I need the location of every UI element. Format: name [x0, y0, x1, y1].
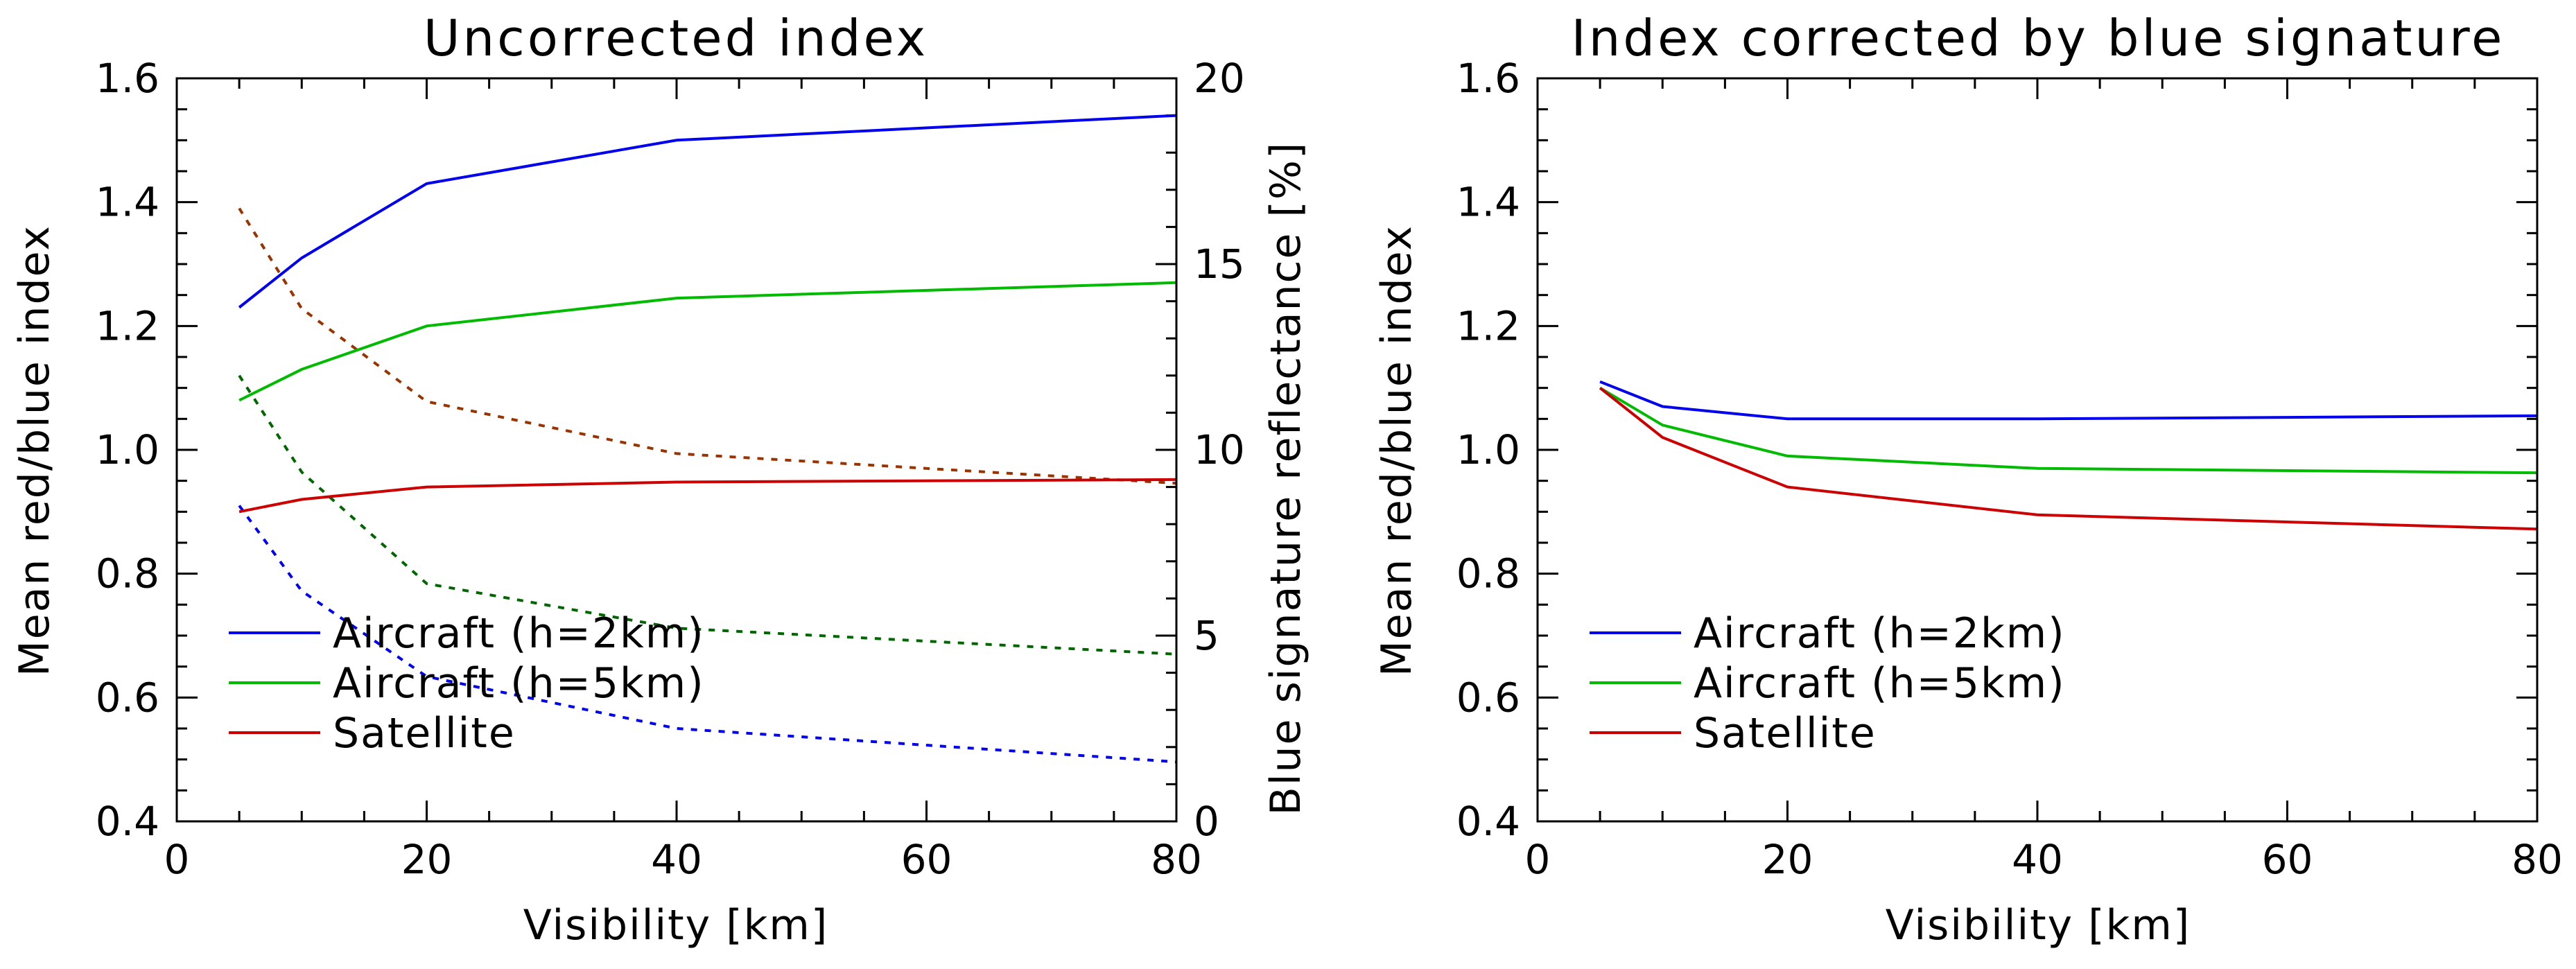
legend-label: Aircraft (h=5km)	[1694, 659, 2066, 708]
y2-axis-label: Blue signature reflectance [%]	[1262, 141, 1310, 816]
series-line	[1599, 387, 2538, 531]
series-line	[238, 478, 1177, 514]
secondary-series-line	[238, 207, 1177, 485]
y-tick-label: 0.8	[1456, 550, 1520, 597]
x-tick-label: 20	[1762, 836, 1813, 883]
y-tick-label: 1.4	[1456, 179, 1520, 226]
x-tick-label: 40	[2012, 836, 2063, 883]
y-tick-label: 1.0	[1456, 426, 1520, 473]
y-tick-label: 1.6	[96, 55, 159, 102]
y-tick-label: 1.2	[1456, 302, 1520, 349]
y-tick-label: 0.8	[96, 550, 159, 597]
legend: Aircraft (h=2km)Aircraft (h=5km)Satellit…	[1590, 609, 2066, 758]
secondary-series-line	[238, 505, 1177, 764]
chart-index-corrected: Index corrected by blue signature Visibi…	[1373, 9, 2563, 950]
y-axis-label: Mean red/blue index	[10, 225, 59, 676]
chart-title: Uncorrected index	[424, 9, 928, 67]
x-tick-label: 60	[901, 836, 952, 883]
x-tick-label: 0	[164, 836, 190, 883]
series-lines	[1599, 380, 2538, 531]
axis-ticks: 0 20 40 60 80 0.4 0.6 0.8 1.0 1.2 1.4 1.6	[1456, 55, 2563, 883]
x-tick-label: 60	[2262, 836, 2313, 883]
x-tick-label: 0	[1525, 836, 1551, 883]
y2-tick-label: 10	[1194, 426, 1245, 473]
series-line	[238, 281, 1177, 402]
x-tick-label: 80	[1151, 836, 1202, 883]
y-tick-label: 1.4	[96, 179, 159, 226]
series-line	[238, 114, 1177, 309]
y2-tick-label: 5	[1194, 612, 1219, 659]
series-lines	[238, 114, 1177, 764]
x-tick-label: 40	[651, 836, 702, 883]
y2-tick-label: 0	[1194, 798, 1219, 845]
axis-ticks: 0 20 40 60 80 0.4 0.6 0.8 1.0 1.2 1.4 1.6 0 5 10 15 20	[96, 55, 1245, 883]
secondary-series-line	[238, 374, 1177, 656]
legend: Aircraft (h=2km)Aircraft (h=5km)Satellit…	[229, 609, 705, 758]
legend-label: Aircraft (h=2km)	[1694, 609, 2066, 658]
y-tick-label: 0.4	[1456, 798, 1520, 845]
legend-label: Aircraft (h=2km)	[333, 609, 705, 658]
legend-label: Satellite	[333, 709, 516, 758]
y-tick-label: 0.6	[96, 674, 159, 721]
y-tick-label: 0.4	[96, 798, 159, 845]
x-tick-label: 20	[401, 836, 453, 883]
y2-tick-label: 20	[1194, 55, 1245, 102]
y-tick-label: 0.6	[1456, 674, 1520, 721]
y-tick-label: 1.2	[96, 302, 159, 349]
x-tick-label: 80	[2512, 836, 2563, 883]
x-axis-label: Visibility [km]	[523, 901, 829, 950]
x-axis-label: Visibility [km]	[1886, 901, 2191, 950]
plot-frame	[1536, 77, 2539, 823]
y-tick-label: 1.6	[1456, 55, 1520, 102]
chart-uncorrected-index: Uncorrected index Visibility [km] Mean r…	[10, 9, 1310, 950]
chart-title: Index corrected by blue signature	[1572, 9, 2505, 67]
y-axis-label: Mean red/blue index	[1373, 225, 1421, 676]
y2-tick-label: 15	[1194, 241, 1245, 288]
series-line	[1599, 386, 2538, 475]
y-tick-label: 1.0	[96, 426, 159, 473]
plot-frame	[175, 77, 1178, 823]
series-line	[1599, 380, 2538, 421]
legend-label: Aircraft (h=5km)	[333, 659, 705, 708]
legend-label: Satellite	[1694, 709, 1877, 758]
